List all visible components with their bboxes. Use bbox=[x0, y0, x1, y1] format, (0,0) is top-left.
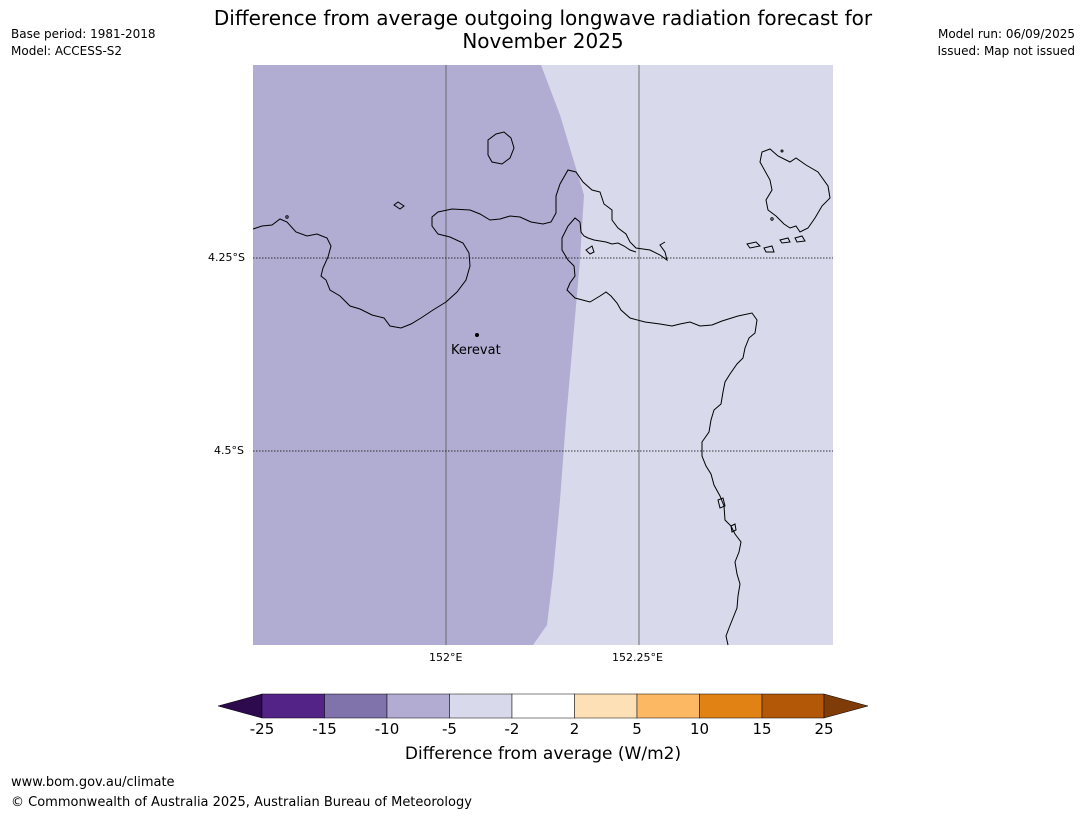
colorbar-tick: -15 bbox=[312, 720, 337, 738]
coastline bbox=[252, 131, 831, 646]
colorbar-label: Difference from average (W/m2) bbox=[404, 744, 682, 764]
colorbar-bin-5 bbox=[511, 693, 575, 719]
colorbar-bin-7 bbox=[636, 693, 700, 719]
footer-url[interactable]: www.bom.gov.au/climate bbox=[11, 775, 175, 790]
colorbar-tick: 15 bbox=[752, 720, 772, 738]
place-label-kerevat: Kerevat bbox=[451, 343, 501, 358]
colorbar-extend-high bbox=[823, 693, 869, 719]
model-text: Model: ACCESS-S2 bbox=[11, 44, 123, 58]
colorbar-bin-4 bbox=[449, 693, 513, 719]
colorbar-tick: -2 bbox=[504, 720, 520, 738]
footer-copyright: © Commonwealth of Australia 2025, Austra… bbox=[11, 795, 472, 810]
colorbar bbox=[217, 693, 869, 719]
lon-label-152: 152°E bbox=[429, 651, 463, 664]
colorbar-tick: 25 bbox=[814, 720, 834, 738]
colorbar-bin-8 bbox=[699, 693, 763, 719]
colorbar-bin-6 bbox=[574, 693, 638, 719]
title-line-1: Difference from average outgoing longwav… bbox=[213, 6, 873, 30]
kerevat-marker bbox=[475, 333, 479, 337]
header-left: Base period: 1981-2018 Model: ACCESS-S2 bbox=[11, 26, 156, 60]
colorbar-bin-2 bbox=[324, 693, 388, 719]
colorbar-tick: 10 bbox=[689, 720, 710, 738]
lat-label-4-25: 4.25°S bbox=[208, 251, 245, 264]
colorbar-tick: 5 bbox=[632, 720, 642, 738]
colorbar-tick: -5 bbox=[442, 720, 457, 738]
colorbar-tick: 2 bbox=[569, 720, 580, 738]
lat-label-4-5: 4.5°S bbox=[214, 444, 244, 457]
issued-text: Issued: Map not issued bbox=[937, 44, 1075, 58]
model-run-text: Model run: 06/09/2025 bbox=[937, 27, 1075, 41]
map-title: Difference from average outgoing longwav… bbox=[143, 7, 943, 53]
colorbar-tick: -25 bbox=[249, 720, 275, 738]
base-period-text: Base period: 1981-2018 bbox=[11, 27, 156, 41]
colorbar-bin-1 bbox=[261, 693, 325, 719]
lon-label-152-25: 152.25°E bbox=[612, 651, 663, 664]
map-region-west bbox=[253, 65, 584, 645]
colorbar-bin-3 bbox=[386, 693, 450, 719]
title-line-2: November 2025 bbox=[462, 29, 624, 53]
colorbar-bin-9 bbox=[761, 693, 825, 719]
colorbar-extend-low bbox=[217, 693, 263, 719]
header-right: Model run: 06/09/2025 Issued: Map not is… bbox=[937, 26, 1075, 60]
colorbar-tick: -10 bbox=[374, 720, 400, 738]
